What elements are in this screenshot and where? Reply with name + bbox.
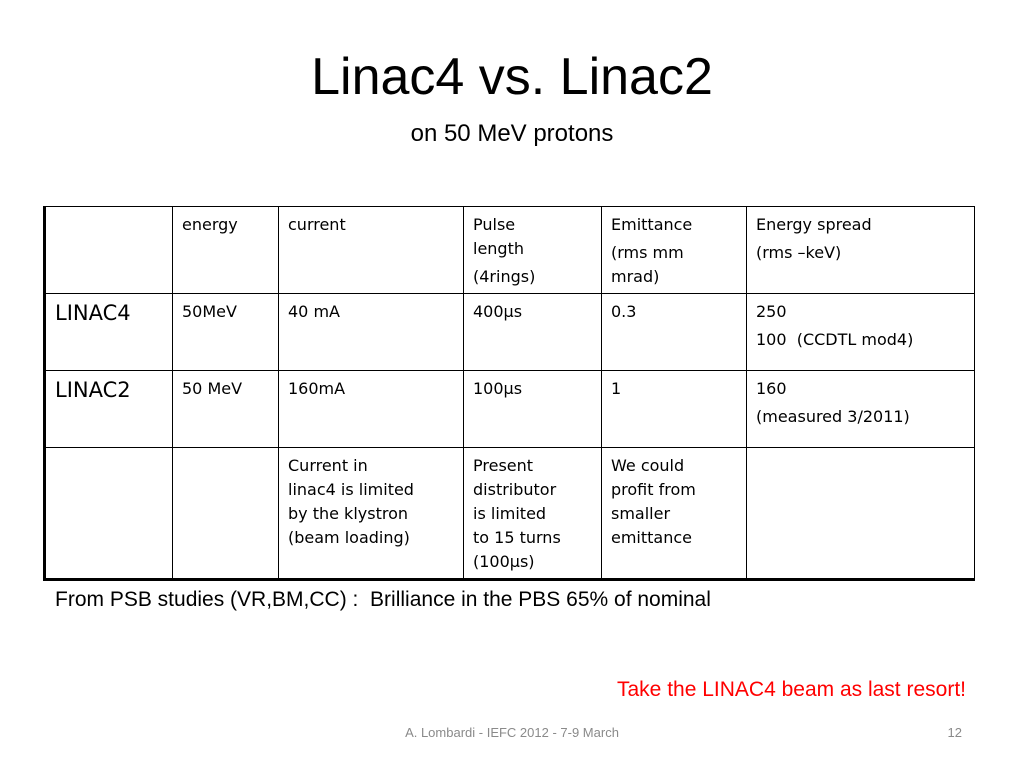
row-name-linac2: LINAC2	[44, 370, 173, 448]
notes-pulse-line3: is limited	[473, 504, 547, 523]
cell-emittance-linac2: 1	[601, 370, 747, 448]
notes-pulse-line1: Present	[473, 456, 534, 475]
row-name-linac4: LINAC4	[44, 293, 173, 371]
cell-energy-linac2: 50 MeV	[172, 370, 279, 448]
table-notes-row: Current in linac4 is limited by the klys…	[44, 447, 975, 580]
header-empty-cell	[44, 206, 173, 294]
header-emittance-line2: (rms mm	[611, 243, 684, 262]
notes-pulse-line2: distributor	[473, 480, 557, 499]
header-current: current	[278, 206, 464, 294]
cell-spread-linac2-line1: 160	[756, 379, 787, 398]
notes-emittance-line4: emittance	[611, 528, 693, 547]
cell-current-linac2: 160mA	[278, 370, 464, 448]
cell-pulse-linac4: 400µs	[463, 293, 602, 371]
notes-empty-cell-3	[746, 447, 975, 580]
slide-title: Linac4 vs. Linac2	[311, 48, 713, 106]
study-note: From PSB studies (VR,BM,CC) : Brilliance…	[55, 588, 711, 611]
cell-spread-linac2: 160 (measured 3/2011)	[746, 370, 975, 448]
notes-current: Current in linac4 is limited by the klys…	[278, 447, 464, 580]
header-emittance: Emittance (rms mm mrad)	[601, 206, 747, 294]
header-spread-line1: Energy spread	[756, 215, 872, 234]
callout-text: Take the LINAC4 beam as last resort!	[617, 678, 966, 701]
notes-emittance-line1: We could	[611, 456, 685, 475]
notes-current-line2: linac4 is limited	[288, 480, 414, 499]
notes-pulse-line4: to 15 turns	[473, 528, 561, 547]
notes-pulse: Present distributor is limited to 15 tur…	[463, 447, 602, 580]
notes-empty-cell-2	[172, 447, 279, 580]
cell-spread-linac4: 250 100 (CCDTL mod4)	[746, 293, 975, 371]
header-emittance-line1: Emittance	[611, 215, 693, 234]
notes-emittance-line2: profit from	[611, 480, 696, 499]
header-pulse-line1: Pulse	[473, 215, 516, 234]
footer-text: A. Lombardi - IEFC 2012 - 7-9 March	[405, 725, 619, 740]
table-header-row: energy current Pulse length (4rings) Emi…	[44, 206, 975, 294]
cell-spread-linac2-line2: (measured 3/2011)	[756, 407, 910, 426]
cell-spread-linac4-line1: 250	[756, 302, 787, 321]
notes-emittance-line3: smaller	[611, 504, 671, 523]
header-energy: energy	[172, 206, 279, 294]
page-number: 12	[947, 725, 962, 740]
cell-energy-linac4: 50MeV	[172, 293, 279, 371]
notes-current-line3: by the klystron	[288, 504, 408, 523]
comparison-table: energy current Pulse length (4rings) Emi…	[43, 206, 975, 581]
cell-pulse-linac2: 100µs	[463, 370, 602, 448]
table-row-linac2: LINAC2 50 MeV 160mA 100µs 1 160 (measure…	[44, 370, 975, 448]
header-energy-spread: Energy spread (rms –keV)	[746, 206, 975, 294]
notes-pulse-line5: (100µs)	[473, 552, 535, 571]
notes-current-line1: Current in	[288, 456, 368, 475]
header-spread-line2: (rms –keV)	[756, 243, 842, 262]
header-pulse-line3: (4rings)	[473, 267, 536, 286]
slide-subtitle: on 50 MeV protons	[410, 120, 614, 147]
header-emittance-line3: mrad)	[611, 267, 660, 286]
cell-current-linac4: 40 mA	[278, 293, 464, 371]
table-row-linac4: LINAC4 50MeV 40 mA 400µs 0.3 250 100 (CC…	[44, 293, 975, 371]
cell-emittance-linac4: 0.3	[601, 293, 747, 371]
cell-spread-linac4-line2: 100 (CCDTL mod4)	[756, 330, 914, 349]
notes-current-line4: (beam loading)	[288, 528, 410, 547]
notes-empty-cell-1	[44, 447, 173, 580]
header-pulse-line2: length	[473, 239, 524, 258]
header-pulse-length: Pulse length (4rings)	[463, 206, 602, 294]
notes-emittance: We could profit from smaller emittance	[601, 447, 747, 580]
